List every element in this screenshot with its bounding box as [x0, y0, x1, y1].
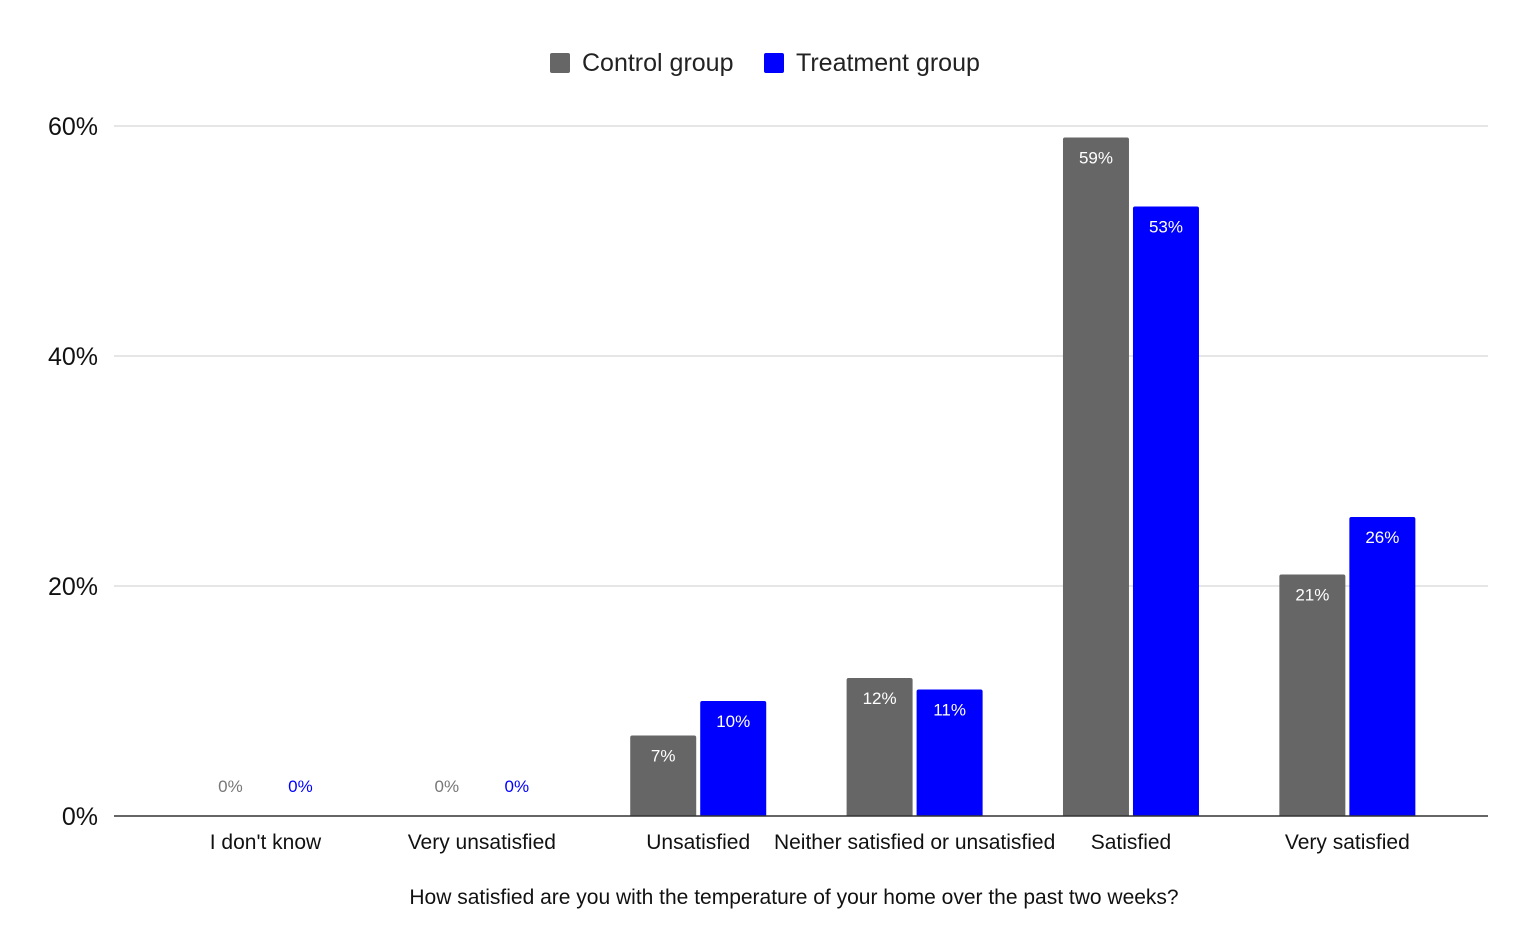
data-label: 0%	[218, 777, 243, 796]
bar-treatment	[1132, 206, 1199, 816]
legend-label-control: Control group	[582, 49, 733, 77]
data-label: 7%	[651, 747, 676, 766]
x-tick-label: Very unsatisfied	[408, 831, 556, 854]
legend: Control group Treatment group	[550, 49, 980, 77]
data-label: 0%	[505, 777, 530, 796]
gridlines	[114, 125, 1488, 587]
y-tick-label: 0%	[62, 803, 98, 831]
bar-treatment	[700, 701, 767, 816]
bar-control	[846, 678, 913, 816]
data-label: 53%	[1149, 218, 1183, 237]
x-tick-label: Unsatisfied	[646, 831, 750, 854]
bar-control	[1062, 137, 1129, 816]
x-tick-label: I don't know	[210, 831, 322, 854]
x-tick-label: Satisfied	[1091, 831, 1172, 854]
bars	[630, 137, 1416, 816]
bar-treatment	[916, 689, 983, 816]
data-label: 12%	[863, 689, 897, 708]
y-axis-ticks: 0% 20% 40% 60%	[48, 113, 98, 831]
legend-swatch-control	[550, 53, 570, 73]
legend-swatch-treatment	[764, 53, 784, 73]
data-label: 11%	[933, 701, 966, 720]
y-tick-label: 40%	[48, 343, 98, 371]
bar-treatment	[1349, 517, 1416, 816]
data-label: 10%	[716, 712, 750, 731]
x-axis-title: How satisfied are you with the temperatu…	[409, 886, 1178, 909]
bar-control	[630, 735, 697, 816]
x-tick-label: Neither satisfied or unsatisfied	[774, 831, 1055, 854]
legend-label-treatment: Treatment group	[796, 49, 980, 77]
data-label: 21%	[1295, 586, 1329, 605]
data-label: 26%	[1365, 528, 1399, 547]
data-label: 59%	[1079, 149, 1113, 168]
data-label: 0%	[288, 777, 313, 796]
bar-control	[1279, 574, 1346, 816]
x-tick-label: Very satisfied	[1285, 831, 1410, 854]
x-axis-ticks: I don't know Very unsatisfied Unsatisfied N…	[210, 831, 1410, 854]
data-labels: 0% 0% 0% 0% 7% 10% 12% 11% 59% 53% 21% 26%	[218, 149, 1399, 797]
y-tick-label: 60%	[48, 113, 98, 141]
data-label: 0%	[435, 777, 460, 796]
y-tick-label: 20%	[48, 573, 98, 601]
